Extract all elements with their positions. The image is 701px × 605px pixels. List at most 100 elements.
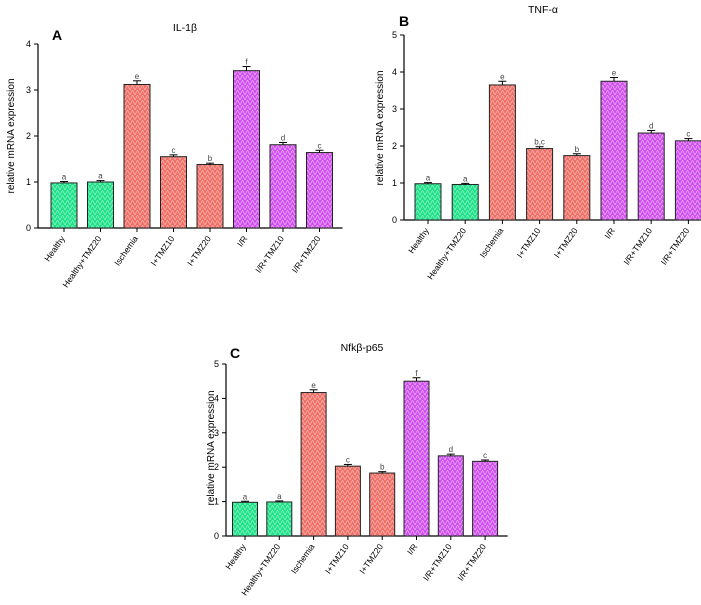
- significance-label: f: [245, 58, 248, 67]
- panel-a-il1b-chart: A IL-1β relative mRNA expression 0 1 2 3 4 a H…: [6, 22, 343, 289]
- panel-a-y-axis-label: relative mRNA expression: [6, 78, 17, 193]
- significance-label: e: [500, 72, 505, 81]
- category-label: I/R+TMZ20: [290, 234, 323, 275]
- significance-label: c: [172, 146, 176, 155]
- significance-label: c: [483, 451, 487, 460]
- y-tick-label: 3: [214, 428, 219, 438]
- y-tick-label: 2: [214, 462, 219, 472]
- category-label: I/R+TMZ10: [621, 226, 654, 267]
- category-label: Healthy: [42, 233, 67, 263]
- bar-i-r-tmz10: [269, 144, 297, 229]
- category-label: Healthy+TMZ20: [60, 234, 103, 290]
- significance-label: d: [281, 133, 285, 142]
- category-label: I+TMZ10: [149, 234, 177, 268]
- bar-healthy: [414, 183, 442, 221]
- significance-label: e: [612, 69, 617, 78]
- panel-c-y-axis-label: relative mRNA expression: [206, 390, 217, 505]
- panel-c-nfkb-p65-chart: C Nfkβ-p65 relative mRNA expression 0 1 2 3…: [206, 342, 508, 597]
- y-tick-label: 1: [26, 177, 31, 187]
- category-label: I/R+TMZ10: [253, 234, 286, 275]
- y-tick-label: 0: [392, 215, 397, 225]
- bar-i-tmz20: [196, 164, 224, 229]
- panel-b-tnfa-chart: B TNF-α relative mRNA expression 0 1 2 3 4 5 a…: [375, 4, 701, 281]
- bar-i-tmz10: [526, 148, 554, 221]
- significance-label: a: [98, 172, 103, 181]
- category-label: I/R+TMZ20: [455, 542, 488, 583]
- significance-label: c: [686, 130, 690, 139]
- bar-i-tmz20: [369, 472, 396, 537]
- category-label: Healthy: [406, 225, 431, 255]
- bar-i-tmz10: [160, 156, 187, 229]
- significance-label: b: [575, 145, 580, 154]
- significance-label: b: [380, 463, 385, 472]
- bar-i-r-tmz20: [306, 152, 333, 229]
- category-label: I+TMZ20: [552, 226, 580, 260]
- panel-a-title: IL-1β: [173, 22, 197, 34]
- significance-label: c: [346, 455, 350, 464]
- bar-i-r-tmz20: [472, 460, 499, 537]
- bar-healthy-tmz20: [451, 183, 479, 221]
- panel-a-letter: A: [52, 27, 62, 43]
- bar-i-r-tmz10: [437, 455, 464, 537]
- bar-healthy: [50, 182, 78, 229]
- category-label: I/R+TMZ20: [659, 226, 692, 267]
- category-label: Ischemia: [289, 542, 317, 576]
- y-tick-label: 4: [392, 67, 397, 77]
- y-tick-label: 2: [26, 131, 31, 141]
- significance-label: e: [311, 381, 316, 390]
- panel-b-y-axis-label: relative mRNA expression: [375, 70, 386, 185]
- y-tick-label: 5: [214, 359, 219, 369]
- category-label: I/R: [602, 226, 616, 241]
- y-tick-label: 1: [214, 497, 219, 507]
- significance-label: f: [415, 369, 418, 378]
- significance-label: e: [135, 72, 140, 81]
- significance-label: a: [62, 173, 67, 182]
- significance-label: a: [243, 492, 248, 501]
- bar-ischemia: [123, 83, 151, 229]
- bar-i-r: [233, 70, 260, 229]
- category-label: I+TMZ10: [323, 542, 351, 576]
- panel-c-title: Nfkβ-p65: [341, 342, 384, 354]
- y-tick-label: 1: [392, 178, 397, 188]
- significance-label: c: [318, 141, 322, 150]
- bar-i-tmz10: [334, 465, 361, 537]
- bar-healthy-tmz20: [87, 181, 114, 229]
- significance-label: d: [649, 121, 653, 130]
- y-tick-label: 0: [214, 531, 219, 541]
- panel-b-title: TNF-α: [528, 4, 558, 16]
- bar-healthy: [232, 501, 258, 537]
- y-tick-label: 2: [392, 141, 397, 151]
- bar-healthy-tmz20: [266, 501, 293, 537]
- bar-i-r-tmz10: [637, 132, 665, 221]
- category-label: Ischemia: [478, 226, 506, 260]
- category-label: I/R: [405, 542, 419, 557]
- category-label: I+TMZ10: [515, 226, 543, 260]
- panel-c-letter: C: [230, 345, 240, 361]
- significance-label: d: [449, 445, 453, 454]
- category-label: I/R+TMZ10: [421, 542, 454, 583]
- bar-i-r: [403, 380, 430, 537]
- category-label: I/R: [235, 234, 249, 249]
- category-label: I+TMZ20: [357, 542, 385, 576]
- bar-i-tmz20: [563, 155, 591, 221]
- y-tick-label: 0: [26, 223, 31, 233]
- panel-b-letter: B: [399, 13, 409, 29]
- y-tick-label: 3: [392, 104, 397, 114]
- category-label: Healthy: [223, 541, 248, 571]
- significance-label: b: [208, 154, 213, 163]
- y-tick-label: 3: [26, 85, 31, 95]
- bar-i-r: [600, 80, 628, 221]
- bar-ischemia: [488, 84, 516, 221]
- y-tick-label: 4: [26, 39, 31, 49]
- significance-label: b,c: [534, 138, 545, 147]
- category-label: I+TMZ20: [185, 234, 213, 268]
- bar-i-r-tmz20: [674, 140, 701, 221]
- significance-label: a: [426, 174, 431, 183]
- category-label: Ischemia: [112, 234, 140, 268]
- significance-label: a: [463, 174, 468, 183]
- bar-ischemia: [300, 392, 327, 537]
- significance-label: a: [277, 492, 282, 501]
- y-tick-label: 5: [392, 30, 397, 40]
- y-tick-label: 4: [214, 393, 219, 403]
